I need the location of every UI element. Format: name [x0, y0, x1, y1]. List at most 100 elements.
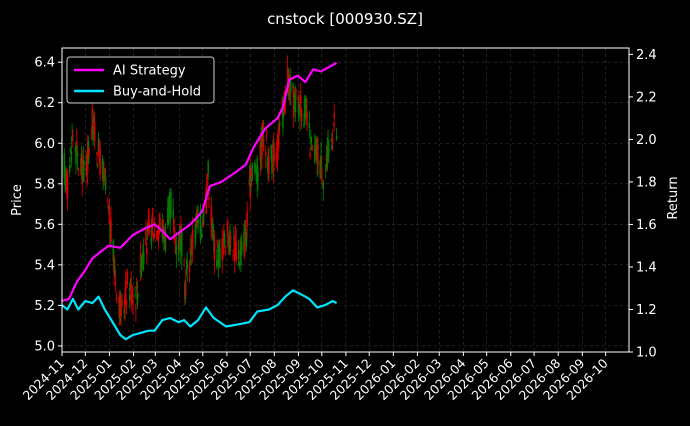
candle-body — [306, 111, 308, 126]
candle-body — [232, 255, 234, 257]
candle-body — [189, 247, 192, 254]
y-tick-labels-right: 1.0 1.2 1.4 1.6 1.8 2.0 2.2 2.4 — [636, 48, 657, 361]
candle-body — [173, 231, 176, 233]
candle-body — [69, 148, 72, 152]
candle-body — [123, 309, 126, 313]
candle-body — [201, 234, 203, 237]
y-tick-label-right: 2.0 — [636, 133, 657, 148]
candle-body — [257, 172, 259, 181]
candle-body — [235, 241, 238, 261]
candle-body — [297, 96, 300, 114]
candle-body — [240, 241, 243, 254]
candle-body — [107, 204, 110, 210]
y-tick-label-left: 6.2 — [34, 96, 55, 111]
candle-body — [142, 251, 145, 265]
candle-body — [229, 237, 232, 240]
candle-body — [104, 176, 107, 190]
candle-body — [186, 261, 189, 269]
candle-body — [114, 282, 117, 285]
y-tick-label-left: 5.8 — [34, 177, 55, 192]
candle-body — [183, 259, 185, 261]
candle-body — [327, 148, 330, 154]
candle-body — [311, 146, 314, 147]
candle-body — [145, 227, 147, 246]
candles — [61, 55, 338, 326]
candle-body — [113, 257, 115, 274]
candle-body — [256, 158, 259, 185]
candle-body — [108, 207, 111, 225]
y-tick-label-left: 5.0 — [34, 339, 55, 354]
candle-body — [124, 280, 127, 300]
candle-body — [128, 295, 131, 301]
candle-body — [320, 155, 322, 174]
candle-body — [251, 165, 254, 167]
candle-body — [300, 108, 303, 122]
candle-body — [237, 251, 240, 259]
axes — [58, 47, 633, 356]
candle-body — [270, 145, 273, 160]
series-line-buy-and-hold — [61, 289, 338, 341]
candle-body — [162, 219, 164, 234]
candle-body — [75, 144, 77, 165]
candle-body — [131, 296, 134, 305]
candle-body — [289, 79, 292, 92]
candle-body — [103, 168, 105, 173]
y-tick-label-left: 5.4 — [34, 258, 55, 273]
candle-body — [271, 155, 273, 174]
candle-body — [75, 141, 78, 145]
candle-body — [77, 169, 80, 171]
candle-body — [64, 166, 66, 180]
candle-body — [179, 226, 182, 251]
candle-body — [212, 238, 215, 240]
candle-body — [152, 232, 155, 240]
candle-body — [124, 295, 126, 309]
y-tick-label-left: 6.4 — [34, 56, 55, 71]
candle-body — [320, 168, 323, 182]
candle-body — [152, 221, 154, 223]
legend: AI Strategy Buy-and-Hold — [66, 56, 215, 104]
candle-body — [137, 293, 140, 295]
candle-body — [82, 160, 85, 181]
candle-body — [224, 250, 227, 253]
candle-body — [107, 201, 109, 203]
candle-body — [136, 292, 139, 305]
candle-body — [278, 123, 280, 136]
candle-body — [282, 109, 284, 129]
candle-body — [229, 230, 231, 255]
candle-body — [335, 135, 338, 139]
candle-body — [68, 164, 71, 173]
y-tick-label-right: 1.8 — [636, 175, 657, 190]
candle-body — [299, 95, 302, 104]
candle-body — [295, 89, 297, 91]
candle-body — [96, 151, 98, 155]
candle-body — [76, 152, 79, 157]
candle-body — [222, 242, 224, 256]
candle-body — [254, 166, 257, 171]
candle-body — [303, 98, 306, 125]
candle-body — [207, 161, 210, 175]
candle-body — [92, 131, 94, 142]
candle-body — [159, 218, 161, 231]
candle-body — [157, 228, 160, 239]
candle-body — [91, 108, 94, 136]
candle-body — [268, 157, 270, 175]
candle-body — [317, 144, 319, 166]
candle-body — [185, 271, 188, 273]
plot-frame — [61, 47, 630, 353]
candle-body — [331, 145, 333, 150]
candle-body — [292, 84, 294, 88]
candle-body — [70, 150, 73, 163]
candle-body — [115, 297, 118, 301]
candle-body — [99, 149, 101, 175]
candle-body — [210, 206, 213, 226]
candle-body — [188, 266, 191, 273]
candle-body — [140, 260, 143, 277]
candle-body — [244, 228, 247, 242]
candle-body — [199, 210, 202, 239]
candle-body — [170, 191, 172, 215]
series-line-ai-strategy — [61, 61, 338, 303]
candle-body — [322, 181, 325, 190]
candle-body — [110, 219, 112, 243]
